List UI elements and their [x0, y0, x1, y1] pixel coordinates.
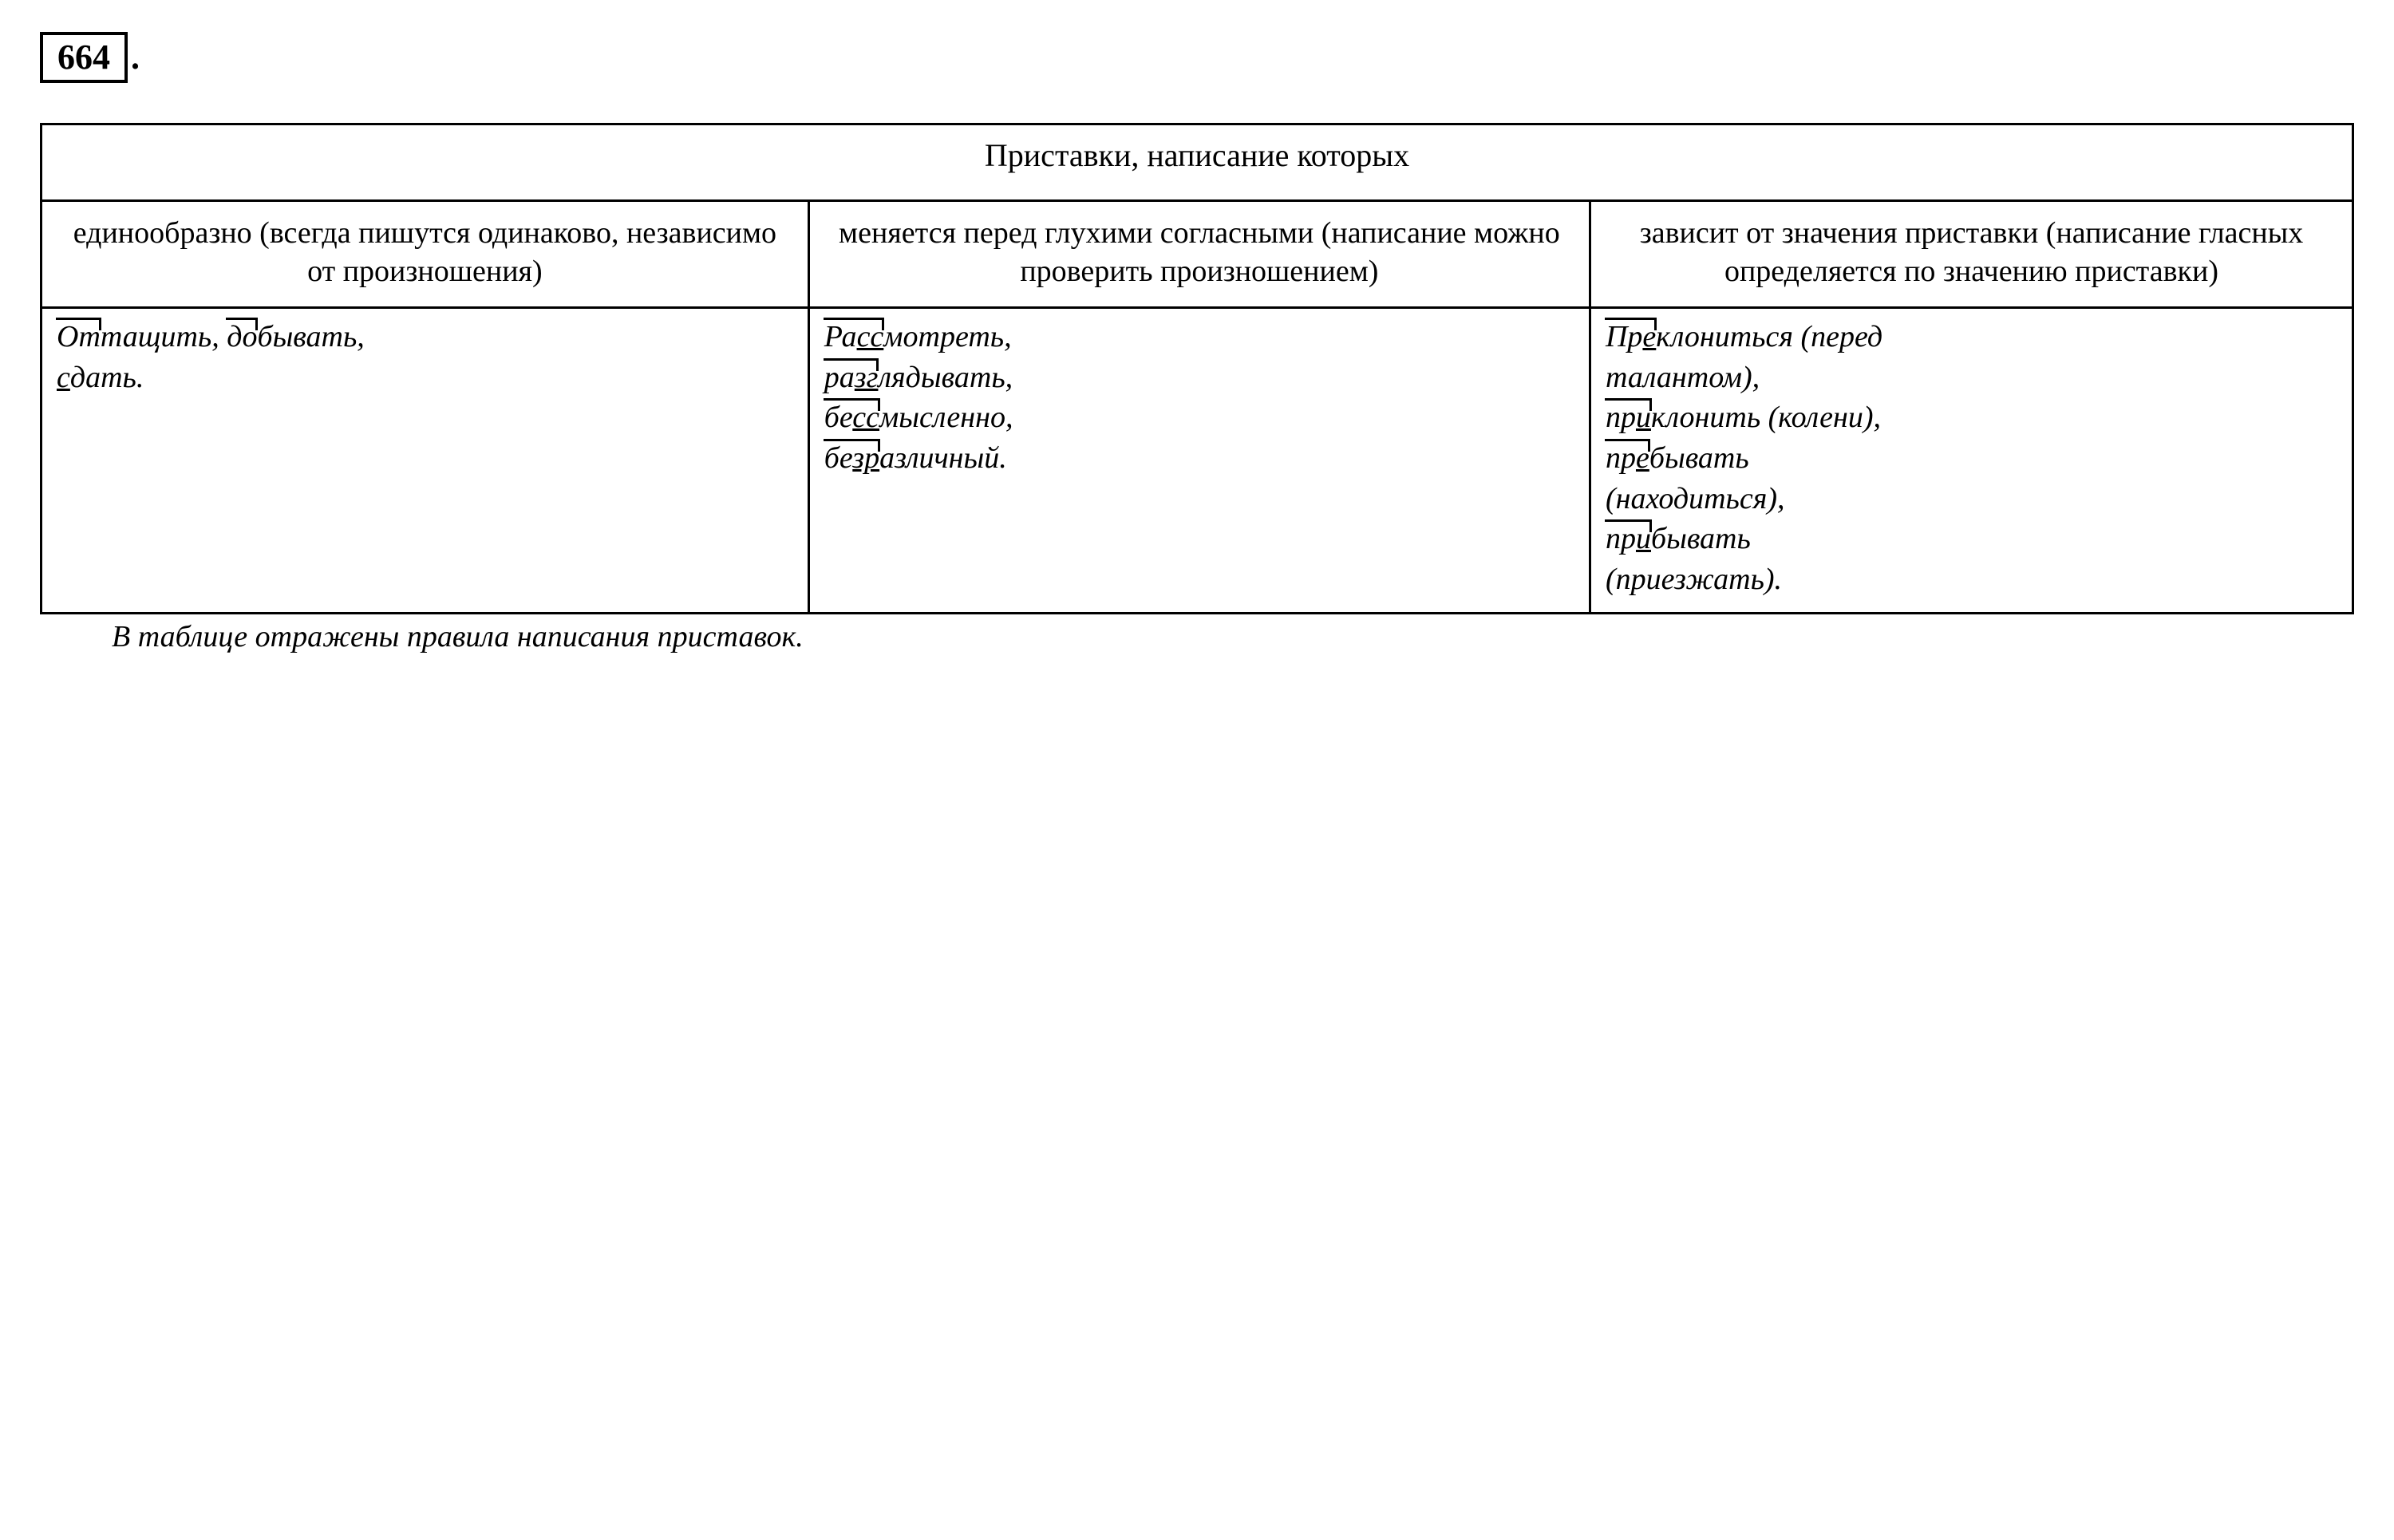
col-header-3: зависит от значения приставки (написание…: [1590, 201, 2353, 308]
word-segment: лядывать,: [878, 361, 1013, 394]
word-segment: с: [57, 361, 70, 394]
word-segment: мысленно,: [879, 401, 1013, 434]
word-segment: клонить (колени),: [1651, 401, 1881, 434]
exercise-number: 664.: [40, 32, 2354, 83]
examples-col-2: Рассмотреть, разглядывать, бессмысленно,…: [808, 308, 1590, 614]
word-segment: пре: [1606, 438, 1649, 479]
col-header-1: единообразно (всегда пишутся одинаково, …: [41, 201, 809, 308]
word-segment: до: [227, 317, 257, 357]
word-segment: азличный.: [879, 441, 1007, 475]
col-header-2: меняется перед глухими согласными (напис…: [808, 201, 1590, 308]
word-segment: тащить,: [101, 320, 227, 353]
word-segment: бесс: [824, 397, 879, 438]
word-segment: клониться (перед: [1656, 320, 1882, 353]
word-segment: при: [1606, 519, 1651, 559]
word-segment: бывать: [1649, 441, 1749, 475]
word-segment: бывать,: [257, 320, 364, 353]
word-segment: талантом),: [1606, 361, 1760, 394]
prefixes-table: Приставки, написание которых единообразн…: [40, 123, 2354, 614]
examples-col-1: Оттащить, добывать, сдать.: [41, 308, 809, 614]
word-segment: (находиться),: [1606, 482, 1785, 515]
table-caption: Приставки, написание которых: [41, 124, 2353, 201]
word-segment: (приезжать).: [1606, 563, 1782, 596]
word-segment: дать.: [70, 361, 144, 394]
word-segment: бывать: [1651, 522, 1751, 555]
word-segment: Расс: [824, 317, 884, 357]
exercise-dot: .: [131, 38, 140, 77]
footer-note: В таблице отражены правила написания при…: [40, 619, 2354, 654]
word-segment: безр: [824, 438, 879, 479]
examples-col-3: Преклониться (перед талантом), приклонит…: [1590, 308, 2353, 614]
word-segment: мотреть,: [883, 320, 1011, 353]
word-segment: От: [57, 317, 101, 357]
word-segment: Пре: [1606, 317, 1656, 357]
word-segment: разг: [824, 357, 879, 398]
exercise-number-box: 664: [40, 32, 128, 83]
word-segment: при: [1606, 397, 1651, 438]
